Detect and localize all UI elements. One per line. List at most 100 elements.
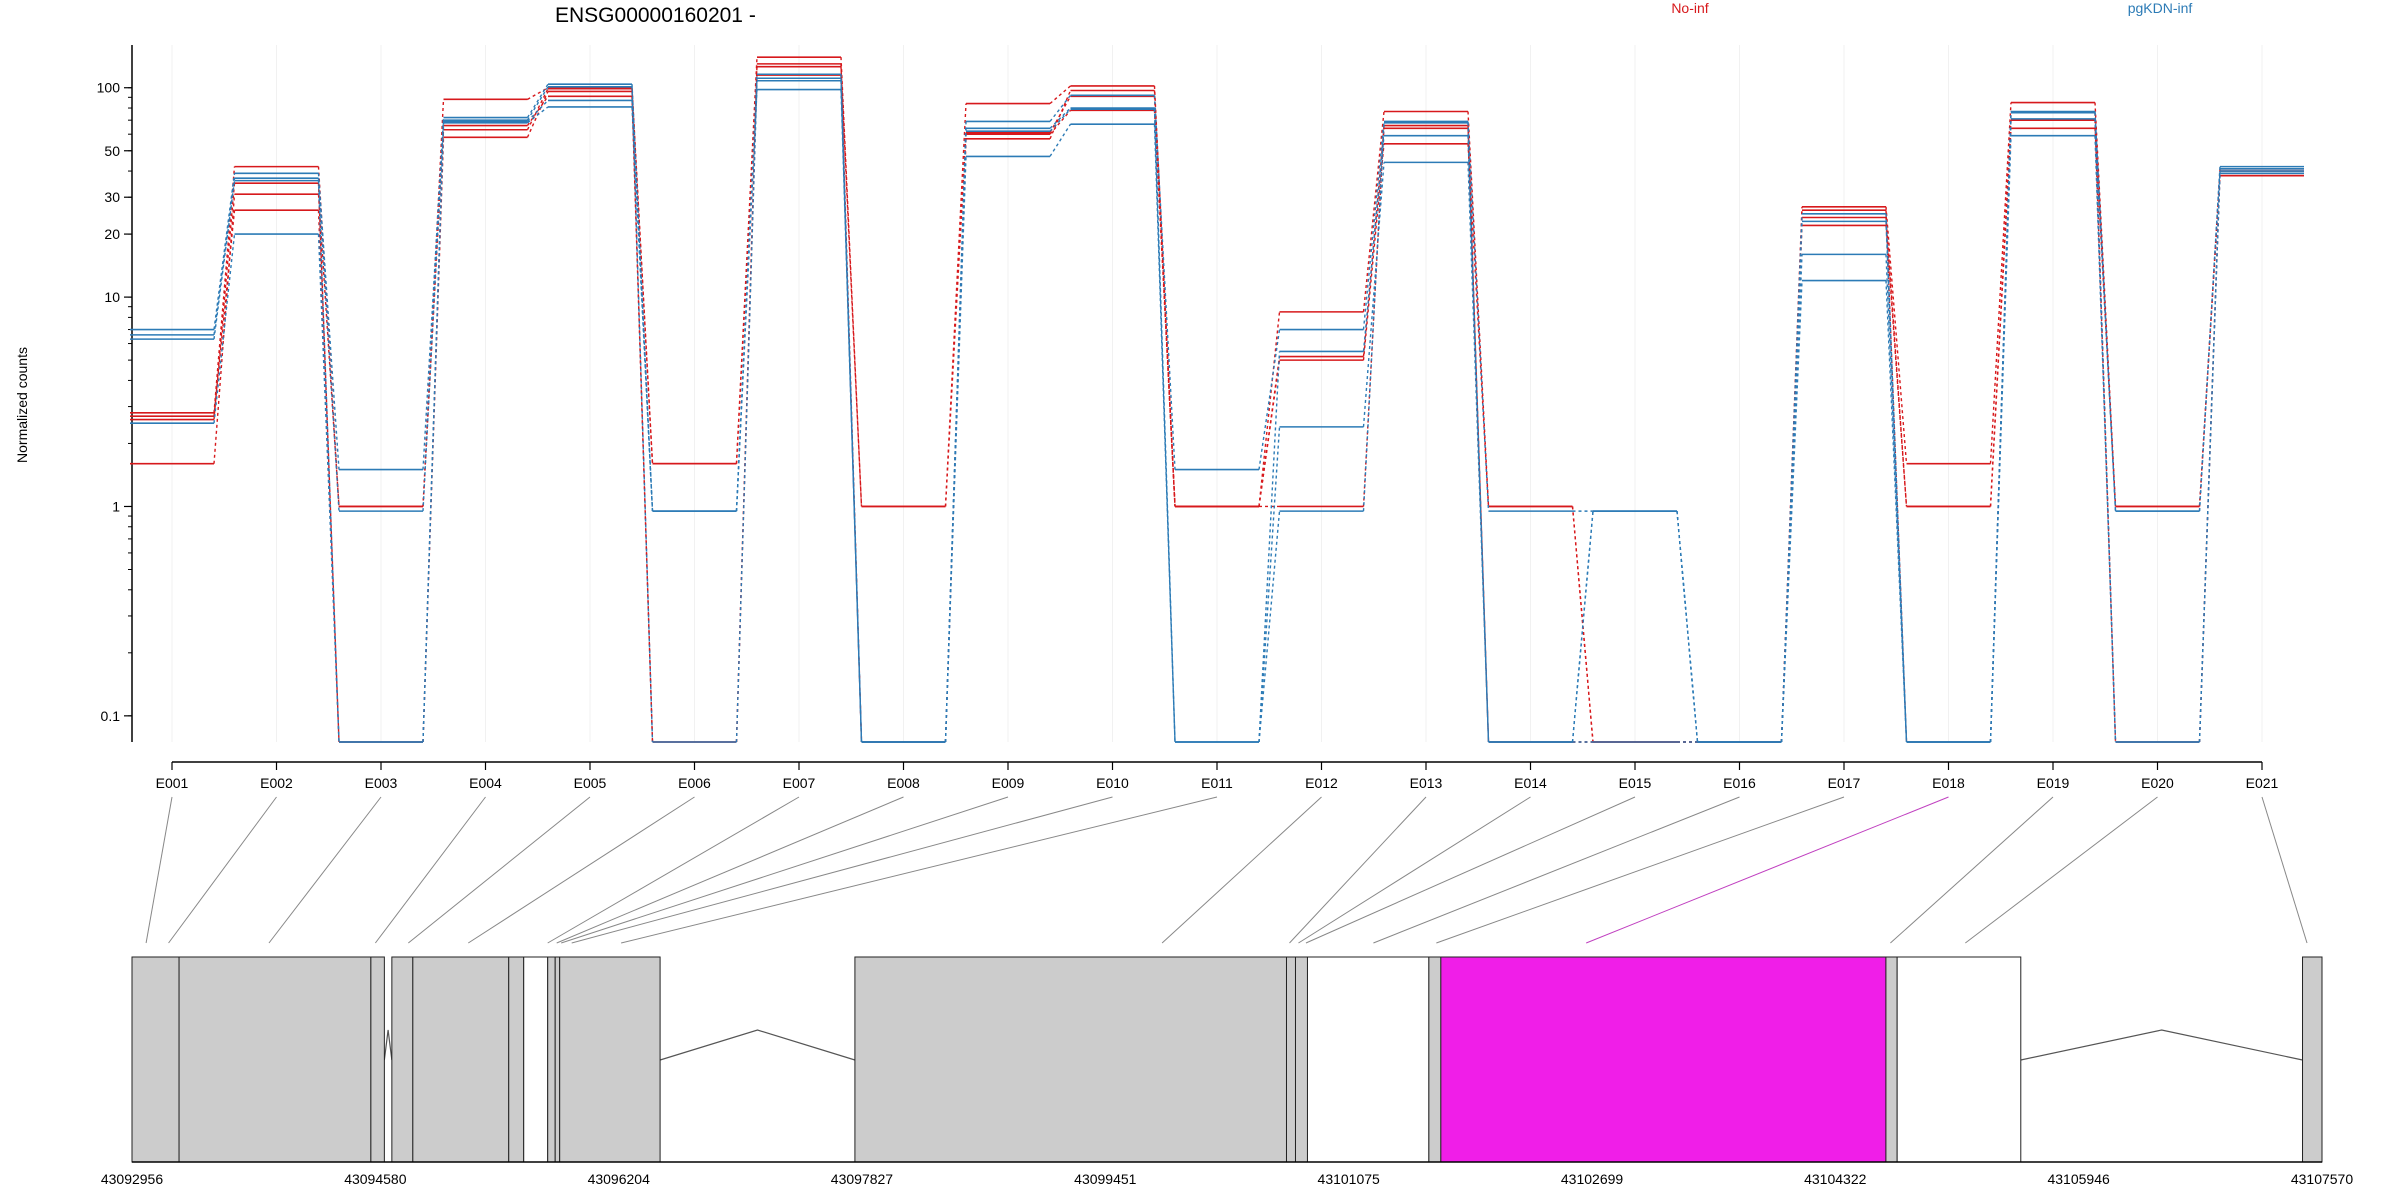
x-tick-label-e002: E002	[260, 775, 293, 791]
exon-connector	[527, 106, 549, 124]
coordinate-label: 43097827	[831, 1171, 894, 1187]
exon-connector	[526, 83, 549, 118]
exon-box	[1428, 956, 1442, 1163]
exon-box	[523, 956, 549, 1163]
x-tick-label-e004: E004	[469, 775, 502, 791]
exon-connector	[317, 173, 340, 470]
exon-connector	[944, 156, 967, 743]
exon-box	[2302, 956, 2323, 1163]
exon-connector	[1258, 511, 1281, 743]
exon-connector	[1362, 122, 1385, 512]
intron-line	[383, 1029, 393, 1061]
exon-connector	[1885, 217, 1908, 507]
x-tick-label-e005: E005	[574, 775, 607, 791]
exon-connector	[2198, 175, 2221, 507]
exon-connector	[526, 86, 549, 121]
x-tick-label-e003: E003	[365, 775, 398, 791]
exon-connector	[840, 57, 863, 507]
exon-box	[554, 956, 561, 1163]
exon-link-line-e016	[1373, 796, 1740, 944]
exon-connector	[1989, 102, 2012, 464]
x-tick-label-e012: E012	[1305, 775, 1338, 791]
exon-connector	[1885, 206, 1908, 464]
exon-connector	[1153, 95, 1176, 470]
exon-connector	[213, 178, 236, 335]
x-tick-label-e020: E020	[2141, 775, 2174, 791]
exon-link-line-e018	[1586, 796, 1949, 944]
exon-connector	[1780, 221, 1803, 743]
exon-link-line-e021	[2261, 796, 2308, 944]
exon-connector	[526, 99, 549, 122]
exon-connector	[213, 210, 236, 417]
exon-box	[412, 956, 510, 1163]
exon-connector	[631, 84, 654, 512]
x-tick-label-e011: E011	[1201, 775, 1233, 791]
exon-box	[854, 956, 1287, 1163]
exon-link-line-e003	[268, 796, 382, 944]
exon-connector	[1676, 511, 1699, 743]
exon-connector	[1049, 90, 1072, 140]
series-lines	[130, 56, 2304, 743]
exon-connector	[1258, 426, 1281, 743]
legend-label-pgkdn-inf: pgKDN-inf	[2128, 0, 2193, 16]
exon-link-line-e006	[468, 796, 695, 944]
coordinate-label: 43105946	[2047, 1171, 2110, 1187]
exon-connector	[1049, 123, 1072, 157]
x-tick-label-e019: E019	[2037, 775, 2070, 791]
exon-box	[131, 956, 180, 1163]
exon-connector	[422, 117, 445, 470]
x-tick-label-e007: E007	[783, 775, 816, 791]
exon-link-line-e017	[1436, 796, 1845, 944]
exon-connector	[1153, 108, 1176, 743]
exon-link-line-e019	[1890, 796, 2054, 944]
exon-box	[1294, 956, 1308, 1163]
x-tick-label-e010: E010	[1096, 775, 1129, 791]
coordinate-label: 43104322	[1804, 1171, 1867, 1187]
x-tick-label-e016: E016	[1723, 775, 1756, 791]
exon-connector	[1258, 351, 1281, 743]
exon-connector	[735, 78, 758, 512]
exon-box	[1306, 956, 1430, 1163]
x-tick-label-e015: E015	[1619, 775, 1652, 791]
exon-connector	[631, 100, 654, 512]
x-tick-label-e021: E021	[2246, 775, 2279, 791]
exon-connector	[1467, 121, 1490, 512]
exon-box	[391, 956, 414, 1163]
exon-connector	[2094, 120, 2117, 743]
legend-label-no-inf: No-inf	[1671, 0, 1708, 16]
exon-link-line-e010	[571, 796, 1113, 944]
exon-connector	[1362, 135, 1385, 352]
exon-connector	[735, 80, 758, 743]
x-tick-label-e013: E013	[1410, 775, 1443, 791]
exon-link-line-e005	[408, 796, 591, 944]
exon-box	[547, 956, 556, 1163]
exon-connector	[1362, 111, 1385, 312]
x-tick-label-e018: E018	[1932, 775, 1965, 791]
exon-connector	[422, 120, 445, 512]
coordinate-label: 43092956	[101, 1171, 164, 1187]
exon-connector	[1989, 120, 2012, 507]
y-tick-label: 100	[97, 80, 121, 96]
exon-connector	[2094, 112, 2117, 743]
exon-connector	[1780, 280, 1803, 743]
exon-connector	[1989, 118, 2012, 743]
exon-link-line-e007	[547, 796, 800, 944]
series-pgkdn-inf-7	[130, 77, 2304, 743]
exon-connector	[1362, 162, 1385, 427]
exon-box	[370, 956, 385, 1163]
exon-connector	[840, 78, 863, 743]
y-tick-label: 1	[112, 498, 120, 514]
exon-connector	[944, 121, 967, 743]
exon-connector	[631, 86, 654, 743]
exon-connector	[1153, 124, 1176, 743]
exon-connector	[1885, 225, 1908, 507]
exon-connector	[422, 121, 445, 743]
coordinate-label: 43099451	[1074, 1171, 1137, 1187]
exon-connector	[1258, 356, 1281, 507]
axes: 0.1 1 10 20 30 50 100 E001 E002 E003 E004 E005 E006 E…	[97, 45, 2279, 791]
exon-link-line-e013	[1289, 796, 1427, 944]
exon-connector	[1885, 221, 1908, 743]
coordinate-label: 43102699	[1561, 1171, 1624, 1187]
exon-box	[508, 956, 525, 1163]
